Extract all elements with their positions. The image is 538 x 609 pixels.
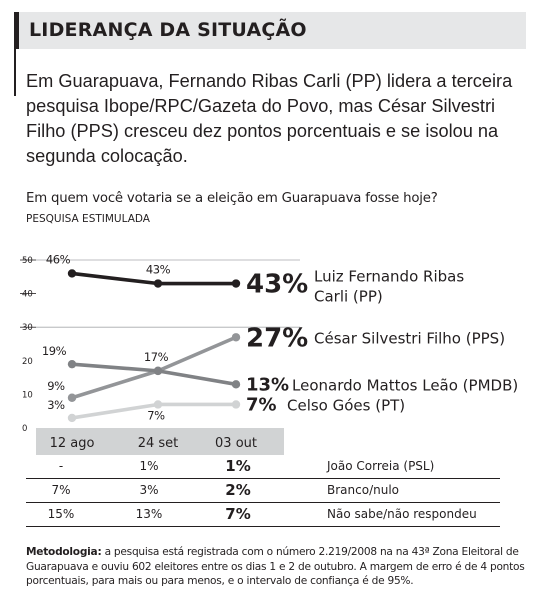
table-row: 15% 13% 7% Não sabe/não respondeu [26, 503, 500, 527]
x-axis-band [36, 428, 284, 455]
last-value-label: 43% [246, 270, 308, 300]
methodology-note: Metodologia: a pesquisa está registrada … [26, 545, 526, 589]
data-point [231, 380, 241, 389]
point-label: 43% [146, 263, 171, 277]
table-row: 7% 3% 2% Branco/nulo [26, 479, 500, 503]
chart-subtitle: PESQUISA ESTIMULADA [26, 213, 150, 225]
methodology-label: Metodologia: [26, 546, 102, 558]
table-row: - 1% 1% João Correia (PSL) [26, 455, 500, 479]
cell-24set: 13% [135, 507, 163, 521]
last-value-label: 27% [246, 323, 308, 353]
cell-label: Branco/nulo [327, 483, 399, 497]
y-tick-label: 0 [22, 424, 27, 434]
y-tick-label: 50 [22, 256, 33, 266]
cell-03out: 2% [225, 481, 251, 499]
cell-12ago: - [58, 459, 64, 473]
cell-label: João Correia (PSL) [327, 459, 435, 473]
x-tick-label: 24 set [138, 436, 179, 451]
x-tick-label: 03 out [215, 436, 257, 451]
data-point [67, 393, 77, 402]
line-chart: 50 40 30 20 10 0 12 ago 24 set 03 out 46% 43% 43% Lu… [20, 252, 518, 455]
last-value-label: 13% [246, 374, 289, 395]
y-tick-label: 40 [22, 290, 33, 300]
data-point [153, 400, 163, 409]
cell-24set: 1% [139, 459, 159, 473]
y-tick-label: 10 [22, 390, 33, 400]
data-point [231, 333, 241, 342]
cell-24set: 3% [139, 483, 159, 497]
series-name-label: Carli (PP) [314, 288, 383, 306]
methodology-text: a pesquisa está registrada com o número … [26, 546, 525, 587]
chart-question: Em quem você votaria se a eleição em Gua… [26, 191, 438, 206]
extra-results-table: - 1% 1% João Correia (PSL) 7% 3% 2% Branco/nulo… [26, 455, 500, 527]
cell-label: Não sabe/não respondeu [327, 507, 477, 521]
y-tick-label: 30 [22, 323, 33, 333]
cell-12ago: 15% [47, 507, 75, 521]
data-point [67, 413, 77, 423]
series-name-label: Luiz Fernando Ribas [314, 268, 464, 286]
data-point [231, 279, 241, 288]
data-point [153, 279, 163, 288]
point-label: 7% [147, 408, 165, 422]
lead-text: Em Guarapuava, Fernando Ribas Carli (PP)… [26, 71, 513, 166]
cell-03out: 1% [225, 457, 251, 475]
series-name-label: Celso Góes (PT) [287, 396, 405, 414]
x-tick-label: 12 ago [50, 436, 95, 451]
point-label: 19% [42, 344, 67, 358]
data-point [153, 366, 163, 376]
point-label: 46% [46, 252, 71, 266]
series-name-label: Leonardo Mattos Leão (PMDB) [292, 376, 518, 394]
header-bar: LIDERANÇA DA SITUAÇÃO [14, 12, 526, 49]
cell-03out: 7% [225, 505, 251, 523]
data-point [67, 359, 77, 369]
cell-12ago: 7% [51, 483, 71, 497]
y-tick-label: 20 [22, 357, 33, 367]
point-label: 3% [47, 398, 65, 412]
series-name-label: César Silvestri Filho (PPS) [314, 329, 505, 347]
last-value-label: 7% [246, 394, 277, 415]
series-line [71, 362, 237, 387]
accent-line [14, 49, 16, 96]
data-point [67, 269, 77, 278]
point-label: 17% [144, 350, 169, 364]
data-point [231, 400, 241, 409]
page-title: LIDERANÇA DA SITUAÇÃO [29, 19, 307, 41]
point-label: 9% [47, 379, 65, 393]
